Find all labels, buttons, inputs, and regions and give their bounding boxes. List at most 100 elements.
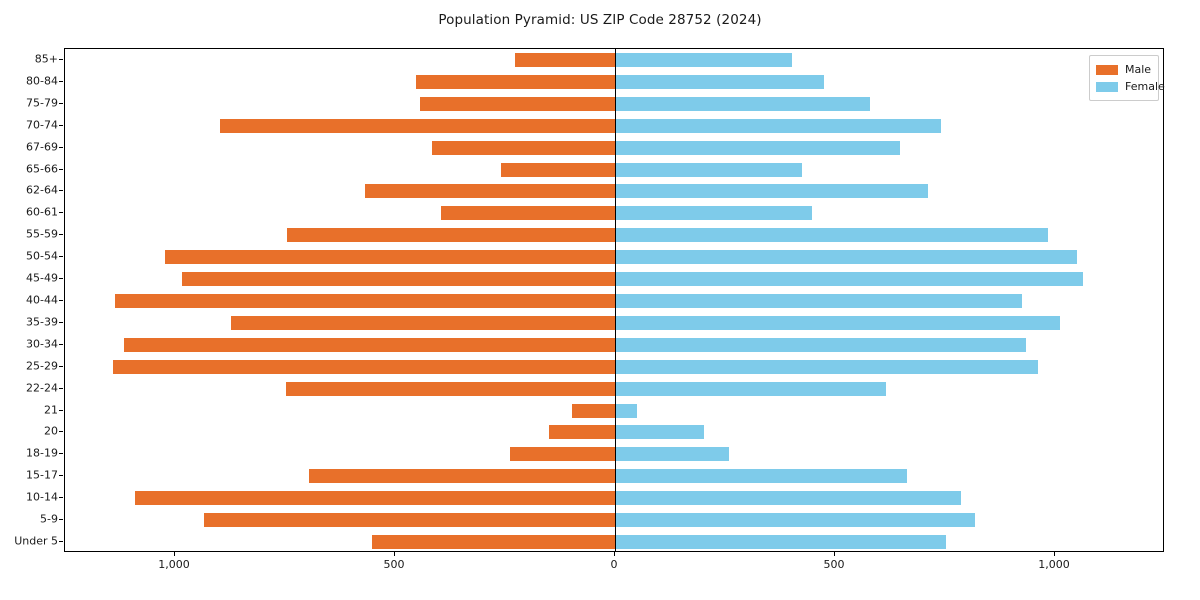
bar-male[interactable] <box>514 52 615 67</box>
bar-female[interactable] <box>615 491 962 506</box>
y-tick-mark <box>59 102 63 104</box>
bar-female[interactable] <box>615 140 901 155</box>
bar-female[interactable] <box>615 74 824 89</box>
bar-row <box>65 513 1163 528</box>
bar-row <box>65 184 1163 199</box>
bar-female[interactable] <box>615 403 637 418</box>
legend-entry-female[interactable]: Female <box>1096 78 1165 95</box>
bar-row <box>65 52 1163 67</box>
bar-row <box>65 228 1163 243</box>
legend-swatch-female <box>1096 81 1118 92</box>
bar-male[interactable] <box>420 96 615 111</box>
y-tick-mark <box>59 409 63 411</box>
bar-row <box>65 250 1163 265</box>
bar-male[interactable] <box>509 447 615 462</box>
bar-female[interactable] <box>615 52 792 67</box>
bar-male[interactable] <box>309 469 615 484</box>
bar-row <box>65 491 1163 506</box>
bar-male[interactable] <box>113 359 615 374</box>
bar-row <box>65 206 1163 221</box>
y-tick-label: 60-61 <box>26 205 58 219</box>
bar-row <box>65 96 1163 111</box>
y-axis-labels: 85+ 80-84 75-79 70-74 67-69 65-66 62-64 60-61 55… <box>0 48 58 552</box>
y-tick-mark <box>59 343 63 345</box>
bar-female[interactable] <box>615 337 1026 352</box>
y-tick-mark <box>59 212 63 214</box>
y-tick-label: 18-19 <box>26 446 58 460</box>
bar-male[interactable] <box>220 118 615 133</box>
y-tick-mark <box>59 541 63 543</box>
bar-female[interactable] <box>615 184 929 199</box>
y-tick-mark <box>59 497 63 499</box>
zero-axis-line <box>615 49 617 551</box>
bar-female[interactable] <box>615 425 704 440</box>
bar-male[interactable] <box>114 293 615 308</box>
x-tick-label: 0 <box>610 558 618 571</box>
y-tick-label: 45-49 <box>26 271 58 285</box>
bar-female[interactable] <box>615 513 975 528</box>
y-tick-label: Under 5 <box>14 534 58 548</box>
y-tick-mark <box>59 431 63 433</box>
y-tick-mark <box>59 300 63 301</box>
y-tick-label: 65-66 <box>26 162 58 176</box>
bar-female[interactable] <box>615 272 1084 287</box>
chart-legend: Male Female <box>1089 55 1165 101</box>
x-tick-mark <box>1054 552 1055 556</box>
bar-female[interactable] <box>615 118 941 133</box>
bar-male[interactable] <box>416 74 615 89</box>
chart-title: Population Pyramid: US ZIP Code 28752 (2… <box>438 12 762 28</box>
bar-male[interactable] <box>365 184 615 199</box>
bar-female[interactable] <box>615 228 1049 243</box>
bar-female[interactable] <box>615 96 870 111</box>
bar-row <box>65 403 1163 418</box>
y-tick-mark <box>59 321 63 323</box>
bar-male[interactable] <box>204 513 615 528</box>
bar-male[interactable] <box>572 403 615 418</box>
x-tick-mark <box>614 552 615 556</box>
y-tick-label: 67-69 <box>26 140 58 154</box>
bar-female[interactable] <box>615 162 802 177</box>
legend-label-male: Male <box>1125 63 1152 76</box>
bar-male[interactable] <box>286 228 615 243</box>
bar-male[interactable] <box>501 162 615 177</box>
bar-male[interactable] <box>371 535 615 550</box>
y-tick-mark <box>59 234 63 236</box>
plot-area <box>64 48 1164 552</box>
y-tick-mark <box>59 190 63 192</box>
bar-male[interactable] <box>135 491 615 506</box>
bar-female[interactable] <box>615 447 730 462</box>
bar-male[interactable] <box>164 250 615 265</box>
bar-row <box>65 337 1163 352</box>
y-tick-label: 75-79 <box>26 96 58 110</box>
bar-male[interactable] <box>440 206 615 221</box>
y-tick-label: 80-84 <box>26 74 58 88</box>
y-tick-label: 30-34 <box>26 337 58 351</box>
bar-male[interactable] <box>549 425 615 440</box>
bars-layer <box>65 49 1163 551</box>
bar-female[interactable] <box>615 250 1078 265</box>
bar-row <box>65 162 1163 177</box>
bar-female[interactable] <box>615 206 812 221</box>
bar-male[interactable] <box>230 315 615 330</box>
x-tick-label: 500 <box>823 558 845 571</box>
bar-male[interactable] <box>431 140 615 155</box>
y-tick-label: 50-54 <box>26 249 58 263</box>
x-tick-mark <box>394 552 395 556</box>
bar-female[interactable] <box>615 381 886 396</box>
legend-entry-male[interactable]: Male <box>1096 61 1152 78</box>
bar-female[interactable] <box>615 293 1022 308</box>
bar-row <box>65 425 1163 440</box>
bar-male[interactable] <box>286 381 615 396</box>
y-tick-label: 40-44 <box>26 293 58 307</box>
y-tick-label: 21 <box>44 403 58 417</box>
bar-female[interactable] <box>615 315 1060 330</box>
y-tick-mark <box>59 453 63 455</box>
bar-female[interactable] <box>615 359 1038 374</box>
bar-female[interactable] <box>615 469 907 484</box>
bar-row <box>65 140 1163 155</box>
bar-male[interactable] <box>123 337 615 352</box>
y-tick-mark <box>59 475 63 477</box>
bar-male[interactable] <box>181 272 615 287</box>
y-axis-ticks <box>0 48 64 552</box>
bar-female[interactable] <box>615 535 947 550</box>
